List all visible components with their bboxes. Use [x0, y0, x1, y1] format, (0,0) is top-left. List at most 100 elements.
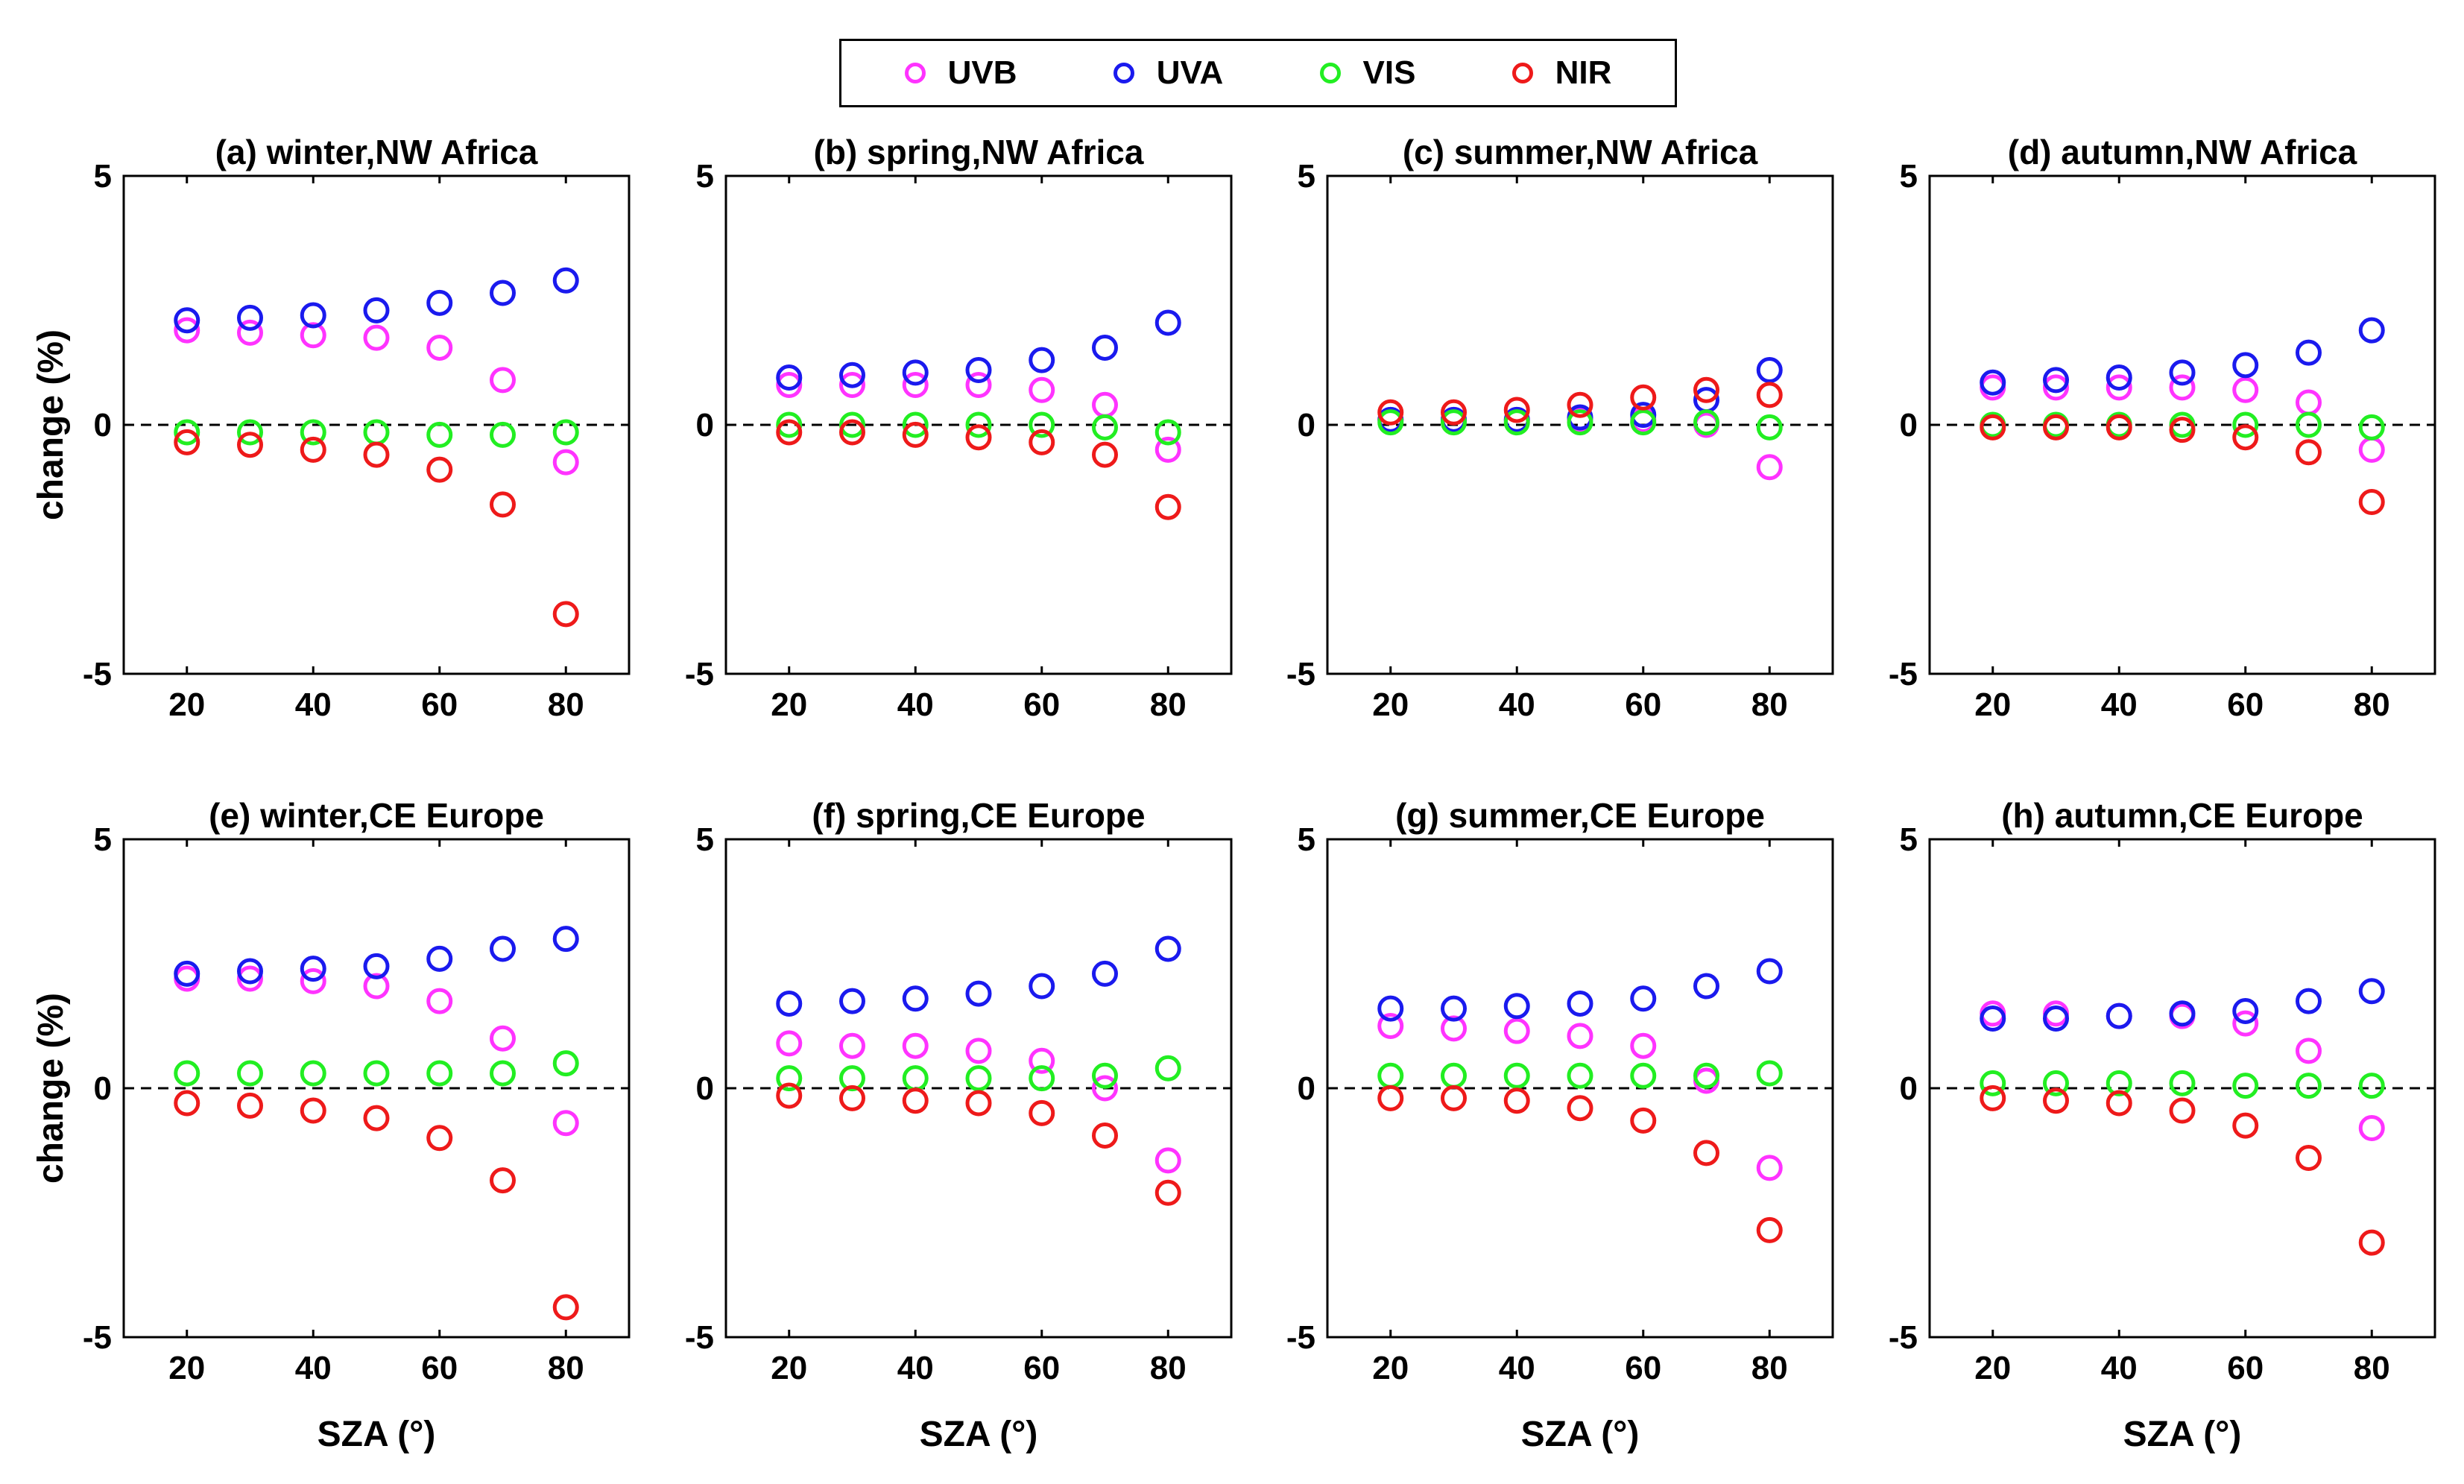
- x-tick-label: 80: [2354, 1350, 2390, 1386]
- panel-g: 20 40 60 80 -5 0 5 (g) summer,CE Europe SZA (°): [1286, 796, 1834, 1454]
- marker-uva: [2232, 352, 2259, 379]
- x-tick-label: 20: [168, 686, 205, 723]
- marker-vis: [1630, 409, 1657, 436]
- marker-uva: [1630, 985, 1657, 1012]
- marker-vis: [237, 1060, 263, 1087]
- marker-vis: [426, 421, 453, 448]
- marker-uva: [2043, 367, 2069, 394]
- marker-nir: [1567, 1095, 1593, 1122]
- x-tick-label: 80: [548, 686, 584, 723]
- marker-uva: [1441, 995, 1467, 1022]
- marker-uvb: [2169, 374, 2196, 401]
- marker-uva: [1980, 369, 2006, 396]
- legend-entry-nir: NIR: [1511, 54, 1611, 92]
- y-tick-label: -5: [1286, 656, 1315, 692]
- marker-uva: [237, 958, 263, 985]
- panel-h: 20 40 60 80 -5 0 5 (h) autumn,CE Europe SZA (°): [1889, 796, 2436, 1454]
- marker-uva: [839, 988, 865, 1014]
- marker-nir: [1377, 1084, 1404, 1111]
- panel-title: (e) winter,CE Europe: [209, 796, 544, 835]
- x-tick-label: 60: [421, 686, 458, 723]
- marker-uvb: [490, 1025, 516, 1052]
- y-tick-label: 0: [94, 1070, 112, 1107]
- marker-nir: [1567, 391, 1593, 418]
- x-tick-label: 60: [1625, 686, 1661, 723]
- x-tick-label: 20: [771, 1350, 807, 1386]
- marker-uvb: [363, 973, 390, 1000]
- x-tick-label: 40: [1499, 686, 1535, 723]
- marker-uva: [1029, 347, 1055, 373]
- marker-uva: [426, 289, 453, 316]
- x-tick-label: 40: [295, 686, 332, 723]
- marker-vis: [300, 419, 326, 446]
- marker-vis: [2232, 411, 2259, 438]
- marker-nir: [1693, 1140, 1719, 1166]
- marker-nir: [490, 491, 516, 518]
- marker-nir: [426, 1125, 453, 1152]
- x-tick-label: 20: [168, 1350, 205, 1386]
- x-tick-label: 80: [1150, 1350, 1187, 1386]
- marker-uva: [902, 985, 929, 1012]
- legend-label-vis: VIS: [1362, 54, 1416, 91]
- marker-vis: [363, 1060, 390, 1087]
- marker-vis: [2043, 1070, 2069, 1096]
- marker-uvb: [902, 372, 929, 399]
- marker-vis: [300, 1060, 326, 1087]
- marker-uva: [1154, 935, 1181, 962]
- marker-nir: [2043, 414, 2069, 441]
- y-tick-label: 5: [1298, 158, 1315, 195]
- x-tick-label: 60: [1625, 1350, 1661, 1386]
- x-tick-label: 40: [897, 686, 934, 723]
- x-tick-label: 20: [1372, 1350, 1409, 1386]
- marker-vis: [2169, 1070, 2196, 1096]
- x-tick-label: 80: [1751, 686, 1788, 723]
- marker-uva: [2106, 364, 2132, 391]
- marker-uvb: [965, 1038, 992, 1064]
- marker-vis: [902, 411, 929, 438]
- marker-uvb: [2043, 374, 2069, 401]
- marker-uva: [2296, 339, 2322, 366]
- marker-uva: [552, 267, 579, 294]
- marker-vis: [1154, 1055, 1181, 1082]
- marker-vis: [1441, 409, 1467, 436]
- y-tick-label: -5: [1889, 1319, 1918, 1356]
- marker-uvb: [552, 1110, 579, 1137]
- marker-nir: [1630, 1107, 1657, 1134]
- marker-vis: [1503, 1062, 1530, 1089]
- marker-nir: [2232, 1112, 2259, 1139]
- marker-vis: [2358, 414, 2385, 441]
- marker-uvb: [426, 988, 453, 1014]
- marker-uvb: [174, 317, 200, 344]
- x-tick-label: 40: [1499, 1350, 1535, 1386]
- marker-nir: [776, 1082, 803, 1109]
- marker-uvb: [237, 965, 263, 992]
- marker-nir: [174, 1090, 200, 1117]
- legend: UVB UVA VIS NIR: [839, 39, 1677, 107]
- marker-uvb: [426, 334, 453, 361]
- marker-vis: [1693, 1062, 1719, 1089]
- marker-uvb: [1154, 436, 1181, 463]
- marker-vis: [839, 1065, 865, 1092]
- marker-vis: [965, 1065, 992, 1092]
- y-tick-label: 5: [696, 158, 714, 195]
- marker-nir: [1154, 1179, 1181, 1206]
- marker-uva: [1092, 960, 1118, 987]
- panel-title: (d) autumn,NW Africa: [2008, 133, 2357, 171]
- marker-nir: [2358, 489, 2385, 516]
- marker-vis: [1029, 1065, 1055, 1092]
- marker-uvb: [1029, 1047, 1055, 1074]
- marker-nir: [965, 424, 992, 451]
- y-tick-label: -5: [685, 1319, 714, 1356]
- y-tick-label: 5: [94, 158, 112, 195]
- marker-nir: [902, 421, 929, 448]
- marker-nir: [2169, 1097, 2196, 1124]
- panel-a: 20 40 60 80 -5 0 5 (a) winter,NW Africa change (…: [31, 133, 631, 723]
- y-tick-label: 5: [1900, 158, 1918, 195]
- marker-nir: [1092, 1122, 1118, 1149]
- marker-uva: [174, 307, 200, 334]
- x-axis-label: SZA (°): [920, 1415, 1038, 1454]
- y-tick-label: -5: [1286, 1319, 1315, 1356]
- marker-uva: [300, 956, 326, 982]
- marker-vis: [2106, 1070, 2132, 1096]
- marker-uvb: [552, 449, 579, 476]
